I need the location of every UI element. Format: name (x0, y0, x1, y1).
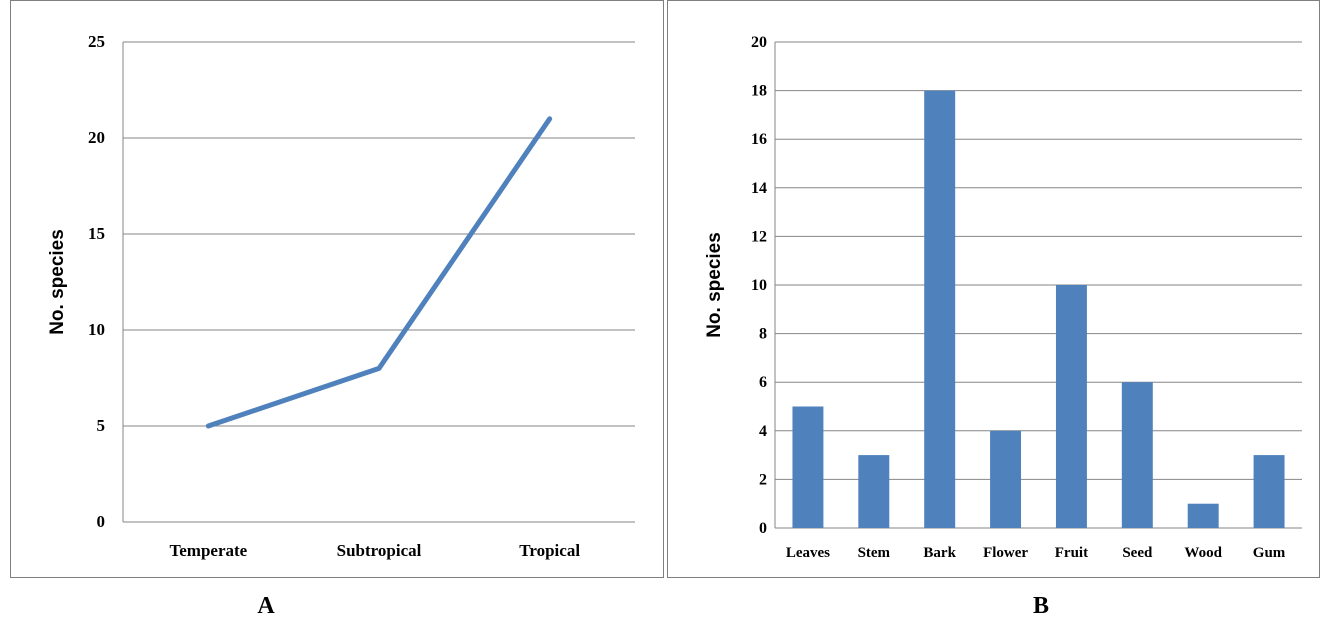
data-point (548, 117, 551, 120)
bar-gum (1253, 455, 1285, 528)
x-tick-label: Gum (1253, 545, 1286, 561)
y-tick-label: 25 (88, 32, 105, 51)
panel-label-a: A (257, 593, 275, 619)
data-point (378, 367, 380, 370)
y-axis-label: No. species (47, 229, 68, 335)
bar-fruit (1055, 285, 1087, 528)
chart-panel-b: 0 2 4 6 8 10 12 14 16 18 20 Leaves Stem Bark Flower Fru… (667, 0, 1320, 578)
y-tick-label: 0 (97, 512, 106, 531)
y-axis-label: No. species (704, 232, 725, 338)
x-tick-label: Wood (1184, 545, 1222, 561)
y-tick-label: 10 (751, 277, 767, 294)
y-tick-label: 5 (97, 416, 106, 435)
panel-label-b: B (1032, 593, 1049, 619)
y-tick-label: 16 (751, 131, 767, 148)
bar-seed (1121, 382, 1153, 528)
y-tick-label: 18 (751, 83, 767, 100)
bar-wood (1187, 503, 1219, 528)
y-tick-label: 0 (759, 520, 767, 537)
x-tick-label: Tropical (519, 541, 580, 560)
x-tick-label: Fruit (1055, 545, 1088, 561)
chart-panel-a: 0 5 10 15 20 25 Temperate Subtropical Tropical No… (10, 0, 664, 578)
y-tick-label: 8 (759, 326, 767, 343)
x-tick-label: Leaves (786, 545, 830, 561)
series-line (205, 116, 553, 429)
bar-leaves (792, 406, 824, 528)
y-tick-label: 12 (751, 228, 767, 245)
bar-stem (858, 455, 890, 528)
y-tick-label: 4 (759, 423, 767, 440)
x-tick-label: Bark (923, 545, 956, 561)
x-tick-label: Flower (983, 545, 1028, 561)
x-tick-label: Seed (1122, 545, 1153, 561)
bar-flower (990, 430, 1022, 528)
bar-bark (924, 90, 956, 528)
y-tick-label: 2 (759, 471, 767, 488)
x-tick-label: Subtropical (337, 541, 422, 560)
y-tick-label: 14 (751, 180, 767, 197)
line-chart: 0 5 10 15 20 25 Temperate Subtropical Tropical No… (47, 32, 635, 560)
y-tick-label: 20 (751, 34, 767, 51)
x-tick-label: Temperate (169, 541, 247, 560)
x-tick-label: Stem (858, 545, 891, 561)
bar-chart: 0 2 4 6 8 10 12 14 16 18 20 Leaves Stem Bark Flower Fru… (704, 34, 1302, 561)
y-tick-label: 20 (88, 128, 105, 147)
y-tick-label: 6 (759, 374, 767, 391)
data-point (207, 425, 210, 427)
y-tick-label: 15 (88, 224, 105, 243)
y-tick-label: 10 (88, 320, 105, 339)
